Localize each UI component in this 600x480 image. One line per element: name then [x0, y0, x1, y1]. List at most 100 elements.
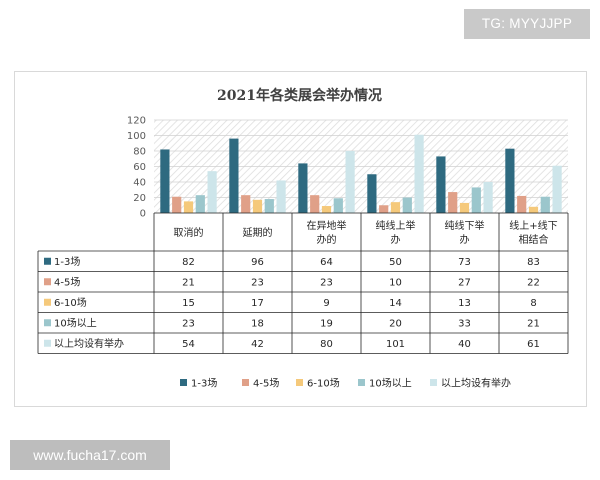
- legend-swatch: [180, 379, 187, 386]
- bar: [471, 187, 481, 213]
- bar: [528, 206, 539, 213]
- legend-entry: 6-10场: [307, 377, 340, 390]
- y-tick-label: 80: [133, 147, 146, 158]
- bar: [160, 149, 170, 213]
- category-label: 相结合: [519, 233, 549, 246]
- category-label: 纯线上举: [376, 219, 416, 232]
- y-tick-label: 100: [127, 131, 146, 142]
- data-value: 83: [527, 257, 540, 268]
- watermark-bottom: www.fucha17.com: [10, 440, 170, 470]
- bar: [321, 206, 332, 213]
- bar: [483, 182, 493, 213]
- data-value: 14: [389, 298, 402, 309]
- category-label: 取消的: [174, 226, 204, 239]
- bar: [379, 205, 389, 213]
- data-value: 21: [527, 318, 540, 329]
- y-tick-label: 20: [133, 193, 146, 204]
- data-value: 17: [251, 298, 264, 309]
- category-label: 纯线下举: [445, 219, 485, 232]
- bar: [195, 195, 205, 213]
- data-value: 33: [458, 318, 471, 329]
- series-key-swatch: [44, 319, 51, 327]
- bar: [172, 196, 182, 213]
- data-value: 40: [458, 339, 471, 350]
- legend-swatch: [358, 379, 365, 386]
- legend-entry: 1-3场: [191, 377, 217, 390]
- data-value: 20: [389, 318, 402, 329]
- y-tick-label: 0: [140, 209, 146, 220]
- bar: [414, 134, 424, 213]
- data-value: 10: [389, 277, 402, 288]
- bar: [390, 202, 401, 213]
- data-value: 54: [182, 339, 195, 350]
- series-key-swatch: [44, 257, 51, 265]
- series-name: 6-10场: [54, 296, 87, 309]
- series-name: 4-5场: [54, 275, 80, 288]
- category-label: 办的: [317, 233, 337, 246]
- data-value: 27: [458, 277, 471, 288]
- data-value: 23: [320, 277, 333, 288]
- series-key-swatch: [44, 298, 51, 306]
- data-value: 96: [251, 257, 264, 268]
- bar: [276, 180, 286, 213]
- data-value: 18: [251, 318, 264, 329]
- bar: [252, 199, 263, 213]
- legend-entry: 以上均设有举办: [441, 377, 511, 390]
- bar: [241, 195, 251, 213]
- category-label: 办: [391, 233, 401, 246]
- data-value: 13: [458, 298, 471, 309]
- bar: [229, 138, 239, 213]
- series-name: 10场以上: [54, 316, 97, 329]
- bar: [540, 196, 550, 213]
- data-value: 101: [386, 339, 405, 350]
- legend-entry: 10场以上: [369, 377, 412, 390]
- data-value: 8: [530, 298, 536, 309]
- bars: [160, 134, 562, 213]
- y-tick-label: 40: [133, 178, 146, 189]
- y-tick-label: 60: [133, 162, 146, 173]
- category-label: 办: [460, 233, 470, 246]
- legend: 1-3场 4-5场 6-10场 10场以上 以上均设有举办: [180, 377, 511, 390]
- data-value: 22: [527, 277, 540, 288]
- bar: [298, 163, 308, 213]
- bar: [459, 202, 470, 213]
- bar: [517, 195, 527, 213]
- data-value: 21: [182, 277, 195, 288]
- data-value: 9: [323, 298, 329, 309]
- category-label: 延期的: [243, 226, 273, 239]
- bar: [436, 156, 446, 213]
- bar: [183, 201, 194, 213]
- data-value: 23: [182, 318, 195, 329]
- data-value: 61: [527, 339, 540, 350]
- bar: [505, 148, 515, 213]
- data-value: 50: [389, 257, 402, 268]
- data-value: 73: [458, 257, 471, 268]
- y-tick-labels: 0 20 40 60 80 100 120: [127, 116, 146, 220]
- bar: [264, 199, 274, 213]
- bar: [333, 198, 343, 213]
- data-value: 15: [182, 298, 195, 309]
- legend-swatch: [242, 379, 249, 386]
- data-value: 64: [320, 257, 333, 268]
- series-key-swatch: [44, 278, 51, 286]
- y-tick-label: 120: [127, 116, 146, 127]
- bar: [345, 151, 355, 213]
- legend-swatch: [296, 379, 303, 386]
- legend-swatch: [430, 379, 437, 386]
- category-label: 在异地举: [307, 219, 347, 232]
- bar: [207, 171, 217, 213]
- watermark-top: TG: MYYJJPP: [464, 9, 590, 39]
- data-value: 23: [251, 277, 264, 288]
- chart-title: 2021年各类展会举办情况: [217, 88, 382, 104]
- series-key-swatch: [44, 339, 51, 347]
- bar: [367, 174, 377, 213]
- data-value: 42: [251, 339, 264, 350]
- legend-entry: 4-5场: [253, 377, 279, 390]
- series-name: 以上均设有举办: [54, 337, 124, 350]
- data-value: 19: [320, 318, 333, 329]
- category-label: 线上+线下: [509, 219, 557, 232]
- data-value: 82: [182, 257, 195, 268]
- series-name: 1-3场: [54, 255, 80, 268]
